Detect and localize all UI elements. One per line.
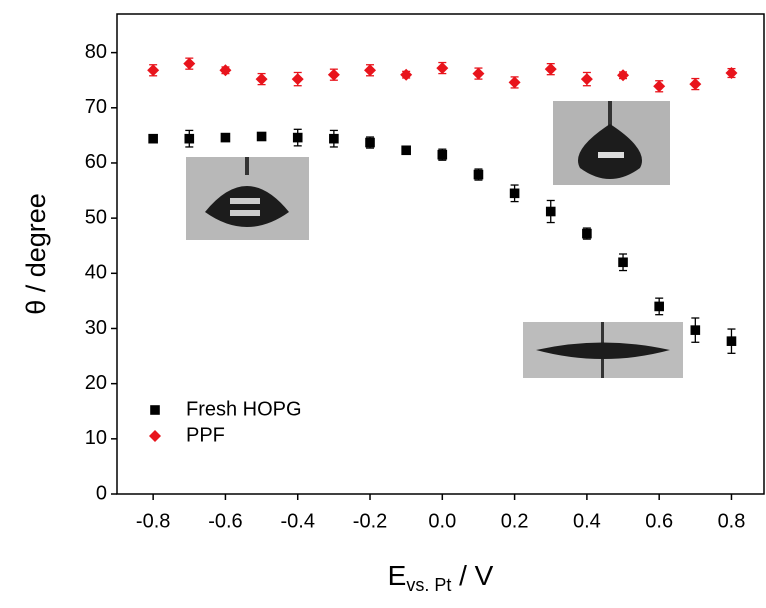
data-point [690, 325, 701, 335]
data-point [220, 132, 231, 143]
legend-item: Fresh HOPG [186, 398, 302, 420]
y-tick-label: 50 [85, 206, 107, 228]
x-tick-label: 0.2 [501, 510, 529, 532]
data-point [653, 80, 666, 93]
data-point [400, 68, 413, 81]
data-point [291, 73, 304, 86]
data-point [509, 188, 520, 199]
data-point [364, 64, 377, 77]
y-tick-label: 80 [85, 41, 107, 63]
data-point [183, 57, 196, 70]
data-point [582, 228, 592, 239]
data-point [544, 63, 557, 76]
data-point [472, 67, 485, 80]
x-axis-label-main: E [388, 560, 407, 591]
data-point [327, 68, 340, 81]
x-axis-label-subscript: vs. Pt [406, 575, 451, 595]
inset-photo [523, 322, 683, 378]
x-tick-label: -0.2 [353, 510, 387, 532]
y-tick-label: 60 [85, 151, 107, 173]
legend-label: PPF [186, 424, 225, 446]
data-point [147, 64, 160, 77]
data-point [365, 137, 375, 148]
y-tick-label: 70 [85, 96, 107, 118]
data-point [184, 133, 195, 144]
data-point [148, 133, 158, 144]
x-axis-label: Evs. Pt / V [388, 560, 494, 594]
x-tick-label: -0.8 [136, 510, 170, 532]
x-tick-label: -0.6 [208, 510, 242, 532]
x-tick-label: 0.0 [428, 510, 456, 532]
y-tick-label: 0 [96, 482, 107, 504]
data-point [617, 69, 630, 82]
data-point [725, 67, 738, 80]
x-tick-label: 0.4 [573, 510, 601, 532]
data-point [726, 336, 737, 346]
y-axis-label: θ / degree [21, 193, 51, 315]
data-point [545, 206, 556, 217]
data-point [437, 149, 448, 160]
x-tick-label: -0.4 [280, 510, 314, 532]
data-point [329, 133, 339, 144]
data-point [219, 64, 232, 77]
x-axis-label-suffix: / V [451, 560, 493, 591]
data-point [292, 132, 303, 143]
inset-photo [553, 101, 670, 185]
data-point [654, 301, 664, 312]
data-point [256, 131, 267, 142]
legend-marker [150, 405, 160, 415]
data-point [580, 73, 593, 86]
inset-photo [186, 157, 309, 240]
legend-label: Fresh HOPG [186, 398, 302, 420]
y-tick-label: 10 [85, 427, 107, 449]
data-point [255, 73, 268, 86]
legend-marker [149, 430, 161, 442]
x-tick-label: 0.6 [645, 510, 673, 532]
y-tick-label: 40 [85, 262, 107, 284]
data-point [508, 76, 521, 89]
y-tick-label: 30 [85, 317, 107, 339]
legend-item: PPF [186, 424, 225, 446]
x-tick-label: 0.8 [718, 510, 746, 532]
data-point [436, 62, 449, 75]
data-point [618, 257, 628, 268]
y-tick-label: 20 [85, 372, 107, 394]
data-point [401, 145, 411, 156]
data-point [689, 78, 702, 91]
data-point [473, 169, 484, 180]
plot-frame [116, 13, 765, 495]
